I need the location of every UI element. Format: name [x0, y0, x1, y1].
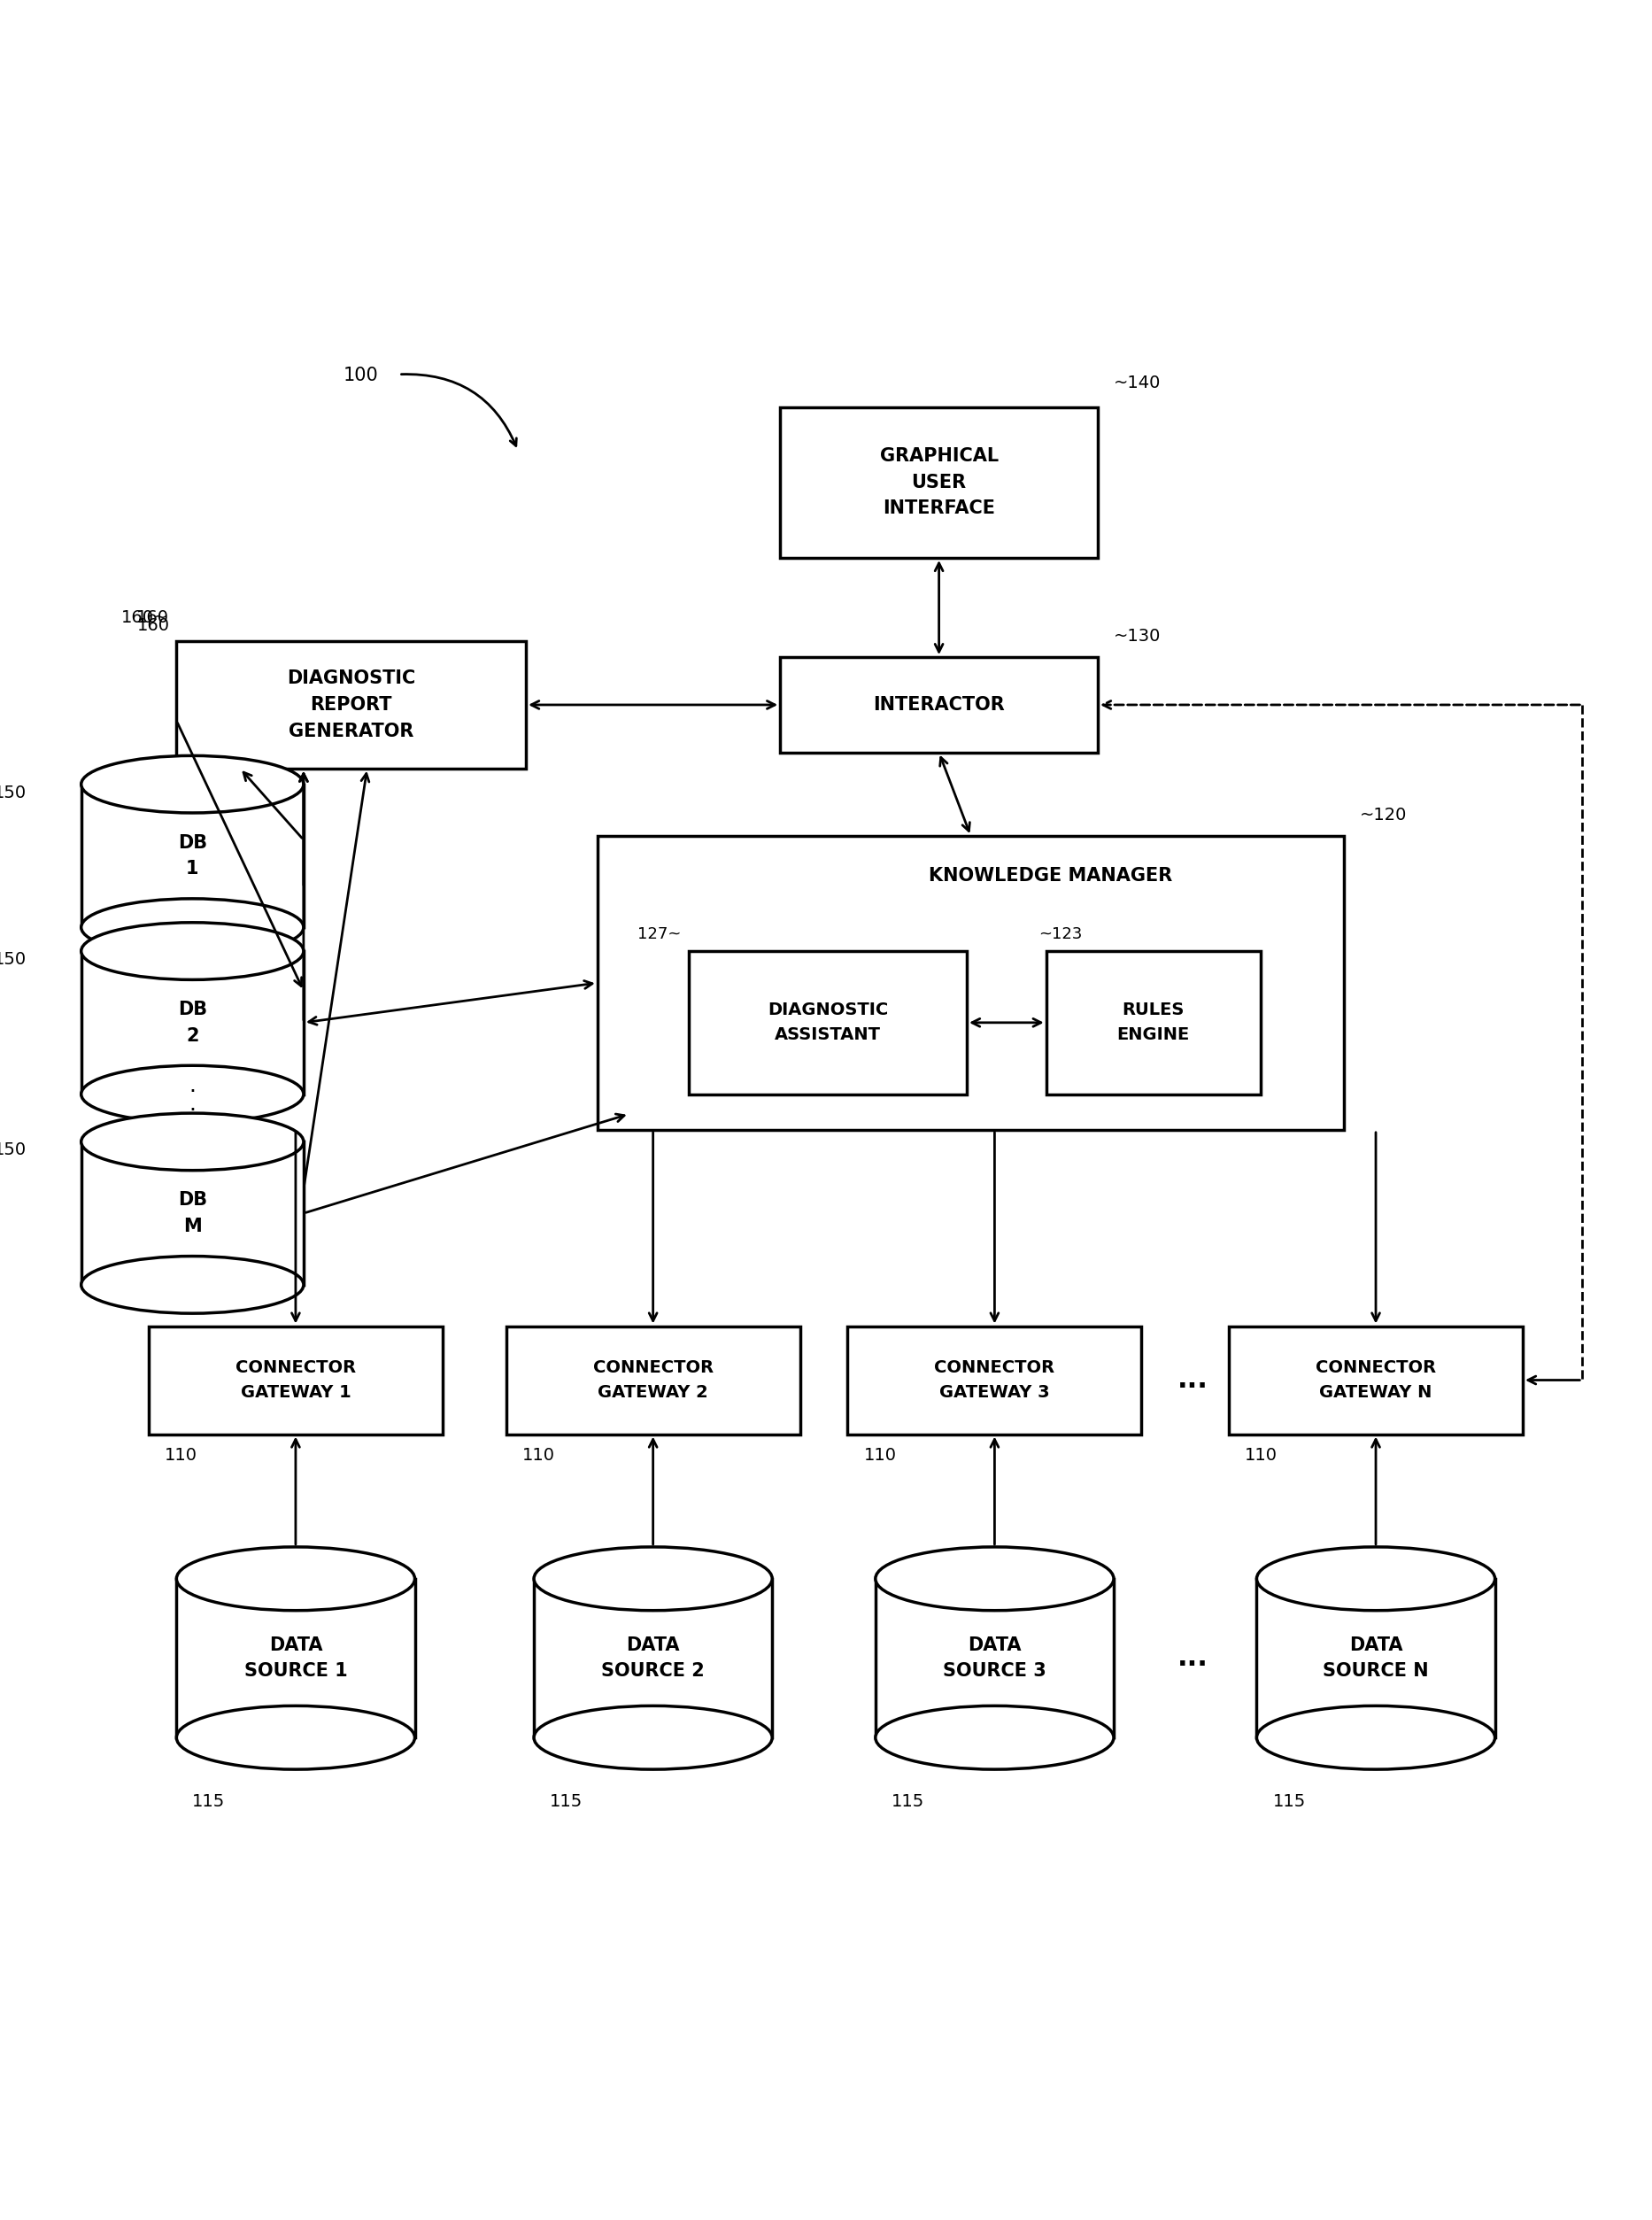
Text: CONNECTOR
GATEWAY 3: CONNECTOR GATEWAY 3 [935, 1359, 1056, 1401]
Text: 127~: 127~ [638, 926, 681, 941]
Ellipse shape [876, 1547, 1113, 1610]
Ellipse shape [876, 1705, 1113, 1769]
Bar [876, 1578, 1113, 1738]
FancyBboxPatch shape [177, 642, 525, 768]
Ellipse shape [81, 755, 304, 813]
Text: ...: ... [1178, 1368, 1209, 1392]
Text: DIAGNOSTIC
REPORT
GENERATOR: DIAGNOSTIC REPORT GENERATOR [287, 670, 416, 739]
Text: ...: ... [1178, 1645, 1209, 1672]
Bar [1257, 1578, 1495, 1738]
Text: ~123: ~123 [1037, 926, 1082, 941]
Ellipse shape [1257, 1705, 1495, 1769]
FancyBboxPatch shape [1229, 1325, 1523, 1434]
Text: DATA
SOURCE 1: DATA SOURCE 1 [244, 1636, 347, 1681]
Text: 150: 150 [0, 950, 26, 968]
Text: DIAGNOSTIC
ASSISTANT: DIAGNOSTIC ASSISTANT [768, 1001, 889, 1043]
Bar [81, 950, 304, 1094]
Ellipse shape [177, 1547, 415, 1610]
Text: CONNECTOR
GATEWAY 2: CONNECTOR GATEWAY 2 [593, 1359, 714, 1401]
Text: GRAPHICAL
USER
INTERFACE: GRAPHICAL USER INTERFACE [879, 448, 998, 517]
Text: 150: 150 [0, 1141, 26, 1159]
FancyBboxPatch shape [689, 950, 966, 1094]
Bar [81, 1141, 304, 1285]
Ellipse shape [81, 924, 304, 979]
FancyBboxPatch shape [1046, 950, 1260, 1094]
Text: DB
2: DB 2 [178, 1001, 206, 1046]
Text: 160: 160 [135, 608, 169, 626]
Ellipse shape [534, 1705, 771, 1769]
Text: DB
M: DB M [178, 1192, 206, 1234]
Text: DATA
SOURCE 2: DATA SOURCE 2 [601, 1636, 705, 1681]
Text: 110: 110 [522, 1447, 555, 1463]
Text: 160: 160 [137, 617, 170, 633]
Text: 115: 115 [192, 1794, 225, 1809]
Text: DB
1: DB 1 [178, 835, 206, 877]
Text: 100: 100 [344, 366, 378, 384]
Ellipse shape [534, 1547, 771, 1610]
Text: 115: 115 [1272, 1794, 1305, 1809]
Text: 115: 115 [550, 1794, 583, 1809]
Text: CONNECTOR
GATEWAY 1: CONNECTOR GATEWAY 1 [235, 1359, 355, 1401]
FancyBboxPatch shape [780, 657, 1099, 753]
FancyBboxPatch shape [780, 406, 1099, 557]
Text: ~140: ~140 [1113, 375, 1161, 391]
Text: DATA
SOURCE 3: DATA SOURCE 3 [943, 1636, 1046, 1681]
Ellipse shape [81, 1066, 304, 1123]
FancyBboxPatch shape [506, 1325, 800, 1434]
Ellipse shape [1257, 1547, 1495, 1610]
Bar [81, 784, 304, 928]
Ellipse shape [177, 1705, 415, 1769]
Text: 160~: 160~ [121, 608, 169, 626]
Ellipse shape [81, 1112, 304, 1170]
Text: ·
·
·: · · · [188, 1081, 197, 1139]
FancyBboxPatch shape [847, 1325, 1142, 1434]
Text: ~120: ~120 [1360, 806, 1408, 824]
Text: RULES
ENGINE: RULES ENGINE [1117, 1001, 1189, 1043]
Text: KNOWLEDGE MANAGER: KNOWLEDGE MANAGER [928, 866, 1171, 884]
Ellipse shape [81, 1257, 304, 1314]
Text: INTERACTOR: INTERACTOR [874, 697, 1004, 713]
Bar [534, 1578, 771, 1738]
Text: CONNECTOR
GATEWAY N: CONNECTOR GATEWAY N [1315, 1359, 1436, 1401]
Text: 150: 150 [0, 784, 26, 801]
FancyBboxPatch shape [149, 1325, 443, 1434]
FancyBboxPatch shape [598, 837, 1345, 1130]
Text: 110: 110 [165, 1447, 197, 1463]
Bar [177, 1578, 415, 1738]
Text: DATA
SOURCE N: DATA SOURCE N [1323, 1636, 1429, 1681]
Text: ~130: ~130 [1113, 628, 1161, 644]
Text: 115: 115 [892, 1794, 925, 1809]
Ellipse shape [81, 899, 304, 957]
Text: 110: 110 [864, 1447, 897, 1463]
Text: 110: 110 [1244, 1447, 1277, 1463]
